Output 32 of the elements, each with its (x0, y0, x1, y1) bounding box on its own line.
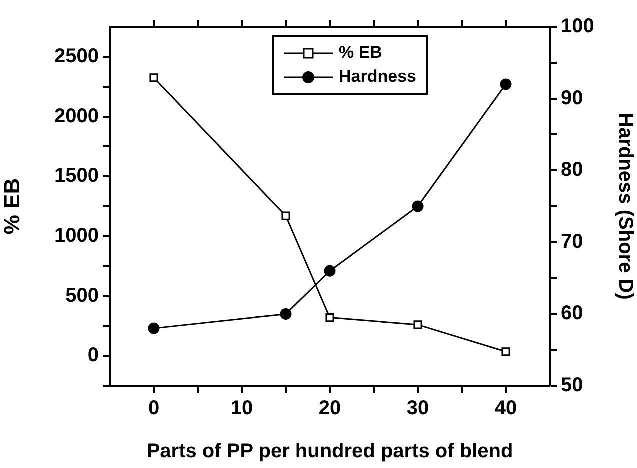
legend-label: % EB (339, 43, 382, 63)
point (280, 308, 292, 320)
y2-tick-label: 80 (561, 159, 584, 182)
point (412, 200, 424, 212)
x-tick-label: 10 (230, 398, 254, 420)
x-tick-label: 40 (494, 398, 518, 420)
y-tick-label: 500 (66, 284, 99, 307)
y2-tick-label: 50 (561, 374, 584, 397)
legend-label: Hardness (339, 67, 416, 87)
y2-tick-label: 70 (561, 230, 584, 253)
y2-tick-label: 100 (561, 16, 594, 38)
y-tick-label: 1500 (54, 165, 99, 188)
y-axis-title: % EB (0, 178, 24, 235)
x-tick-label: 20 (318, 398, 342, 420)
y2-tick-label: 60 (561, 302, 584, 325)
y2-axis-title: Hardness (Shore D) (614, 113, 636, 300)
y-tick-label: 2000 (54, 105, 99, 128)
x-axis-title: Parts of PP per hundred parts of blend (146, 440, 514, 463)
x-tick-label: 30 (406, 398, 430, 420)
point (150, 74, 158, 82)
point (414, 320, 422, 330)
y-tick-label: 0 (88, 344, 99, 367)
point (500, 78, 512, 90)
x-tick-label: 0 (148, 398, 160, 420)
point (502, 348, 510, 356)
point (324, 265, 336, 277)
y2-tick-label: 90 (561, 87, 584, 110)
point (148, 322, 160, 334)
point (282, 212, 290, 220)
point (326, 314, 334, 322)
y-tick-label: 2500 (54, 45, 99, 68)
y-tick-label: 1000 (54, 224, 99, 247)
